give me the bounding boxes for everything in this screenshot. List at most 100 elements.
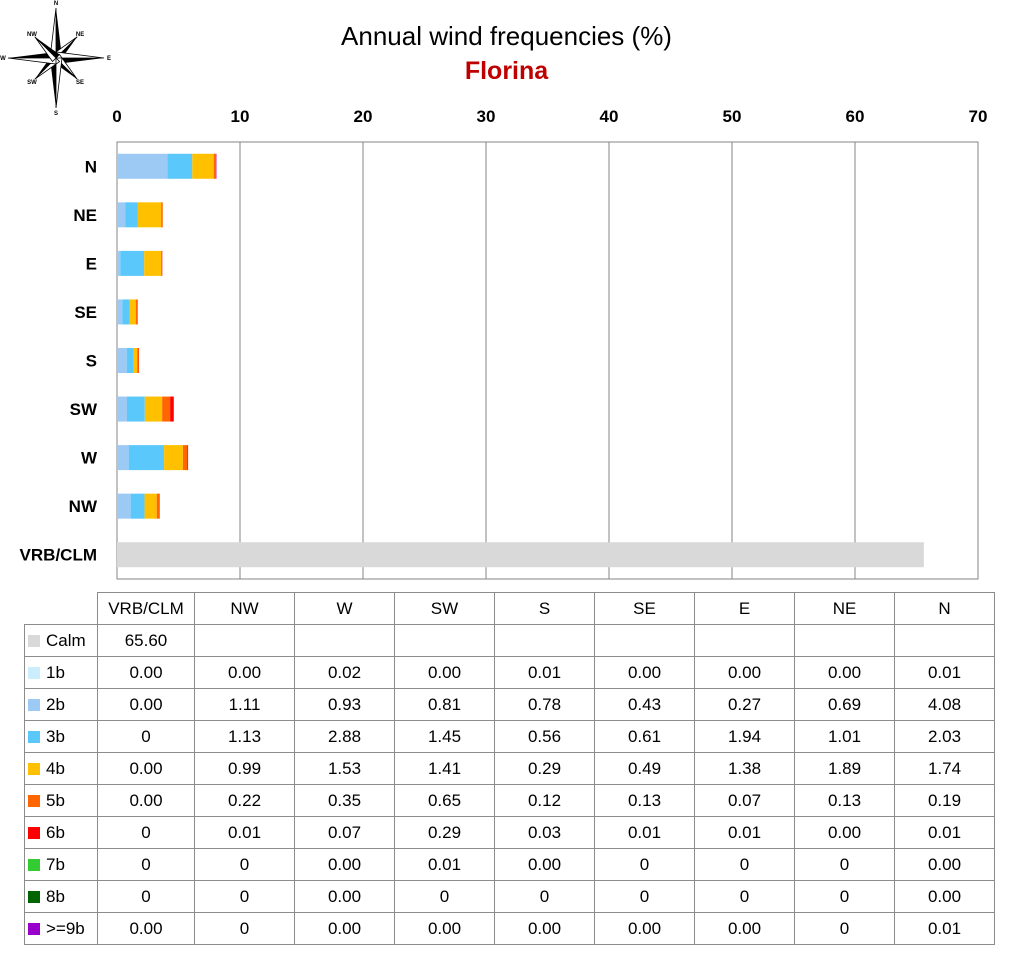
table-cell: 0.61	[594, 720, 695, 753]
table-cell: 0.01	[394, 848, 495, 881]
column-header: NW	[194, 592, 295, 625]
table-cell: 0.00	[894, 880, 995, 913]
table-cell: 1.89	[794, 752, 895, 785]
y-category-label: N	[85, 157, 97, 176]
table-cell: 0.00	[894, 848, 995, 881]
table-cell: 0	[97, 848, 195, 881]
table-cell: 0.00	[594, 656, 695, 689]
table-cell	[694, 624, 795, 657]
table-cell: 0	[194, 880, 295, 913]
row-label: 7b	[46, 854, 65, 874]
table-cell: 0.00	[294, 880, 395, 913]
bar-segment-se-3b	[122, 299, 130, 325]
table-cell: 0.07	[694, 784, 795, 817]
table-row: 1b 0.00 0.00 0.02 0.00 0.01 0.00 0.00 0.00 0.01	[24, 656, 995, 689]
table-cell: 0.07	[294, 816, 395, 849]
x-tick-label: 40	[600, 107, 619, 126]
chart-title: Annual wind frequencies (%)	[341, 21, 672, 51]
row-header: 3b	[24, 720, 98, 753]
compass-label: SW	[27, 80, 37, 86]
table-cell: 2.88	[294, 720, 395, 753]
table-cell: 0.00	[694, 912, 795, 945]
bar-segment-ne-3b	[125, 202, 138, 228]
row-header: 4b	[24, 752, 98, 785]
table-cell: 0	[97, 880, 195, 913]
compass-label: S	[54, 111, 58, 116]
table-cell: 0.00	[97, 656, 195, 689]
row-label: 2b	[46, 694, 65, 714]
table-cell: 1.11	[194, 688, 295, 721]
table-cell: 0.13	[794, 784, 895, 817]
bar-segment-sw-6b	[170, 396, 174, 422]
table-cell: 0.29	[394, 816, 495, 849]
bar-segment-nw-4b	[144, 493, 157, 519]
legend-swatch-1b	[28, 666, 40, 679]
y-category-label: W	[81, 449, 98, 468]
table-cell: 0.56	[494, 720, 595, 753]
row-header: 1b	[24, 656, 98, 689]
table-cell: 0.01	[694, 816, 795, 849]
bar-segment-e-2b	[117, 250, 121, 276]
table-cell: 0.00	[194, 656, 295, 689]
table-cell: 0.22	[194, 784, 295, 817]
compass-point-light	[7, 57, 57, 65]
bar-segment-w-6b	[187, 445, 189, 471]
table-cell: 0.00	[97, 688, 195, 721]
table-cell: 0.43	[594, 688, 695, 721]
row-label: 6b	[46, 822, 65, 842]
bar-segment-sw-2b	[117, 396, 127, 422]
table-cell: 0.00	[394, 912, 495, 945]
table-cell: 0.00	[594, 912, 695, 945]
table-cell: 0.81	[394, 688, 495, 721]
table-cell: 0.00	[294, 912, 395, 945]
bar-segment-w-2b	[117, 445, 129, 471]
table-cell	[594, 624, 695, 657]
table-corner	[24, 592, 98, 625]
x-tick-label: 10	[231, 107, 250, 126]
compass-point-dark	[34, 36, 60, 58]
y-category-label: SW	[70, 400, 98, 419]
compass-rose-icon: N NE E SE S SW W NW	[0, 1, 111, 116]
row-header: 8b	[24, 880, 98, 913]
x-tick-label: 60	[846, 107, 865, 126]
bar-segment-sw-3b	[126, 396, 145, 422]
table-row: 7b 0 0 0.00 0.01 0.00 0 0 0 0.00	[24, 848, 995, 881]
table-row: 5b 0.00 0.22 0.35 0.65 0.12 0.13 0.07 0.13 0.19	[24, 784, 995, 817]
bar-segment-nw-2b	[117, 493, 131, 519]
table-cell: 2.03	[894, 720, 995, 753]
column-header: N	[894, 592, 995, 625]
table-cell: 0.00	[294, 848, 395, 881]
table-cell: 0	[794, 848, 895, 881]
column-header: E	[694, 592, 795, 625]
table-row: 3b 0 1.13 2.88 1.45 0.56 0.61 1.94 1.01 2.03	[24, 720, 995, 753]
bar-segment-w-5b	[182, 445, 188, 471]
row-header: 5b	[24, 784, 98, 817]
table-cell: 1.13	[194, 720, 295, 753]
bar-segment-w-3b	[128, 445, 165, 471]
bar-segment-s-5b	[137, 348, 139, 373]
table-cell: 1.38	[694, 752, 795, 785]
table-cell: 0	[694, 848, 795, 881]
table-cell: 1.53	[294, 752, 395, 785]
table-cell	[894, 624, 995, 657]
legend-swatch-6b	[28, 826, 40, 839]
bar-segment-e-4b	[144, 250, 162, 276]
compass-point-dark	[56, 8, 62, 58]
column-header: S	[494, 592, 595, 625]
bar-segment-vrb-clm-calm	[117, 542, 924, 568]
table-cell: 0.00	[794, 816, 895, 849]
table-cell: 65.60	[97, 624, 195, 657]
table-row: 4b 0.00 0.99 1.53 1.41 0.29 0.49 1.38 1.89 1.74	[24, 752, 995, 785]
row-header: 7b	[24, 848, 98, 881]
row-header: 2b	[24, 688, 98, 721]
table-cell: 0	[494, 880, 595, 913]
column-header: NE	[794, 592, 895, 625]
table-cell: 1.74	[894, 752, 995, 785]
table-row: 8b 0 0 0.00 0 0 0 0 0 0.00	[24, 880, 995, 913]
table-cell: 0	[394, 880, 495, 913]
bar-segment-n-3b	[167, 153, 193, 179]
column-header: W	[294, 592, 395, 625]
y-category-label: VRB/CLM	[20, 546, 97, 565]
table-cell: 0.13	[594, 784, 695, 817]
table-cell: 0.00	[97, 912, 195, 945]
